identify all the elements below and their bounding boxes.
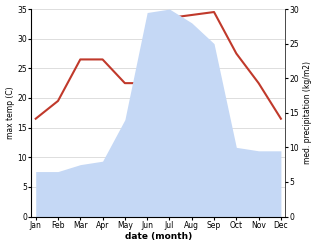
Y-axis label: med. precipitation (kg/m2): med. precipitation (kg/m2) bbox=[303, 61, 313, 164]
X-axis label: date (month): date (month) bbox=[125, 232, 192, 242]
Y-axis label: max temp (C): max temp (C) bbox=[5, 86, 15, 139]
